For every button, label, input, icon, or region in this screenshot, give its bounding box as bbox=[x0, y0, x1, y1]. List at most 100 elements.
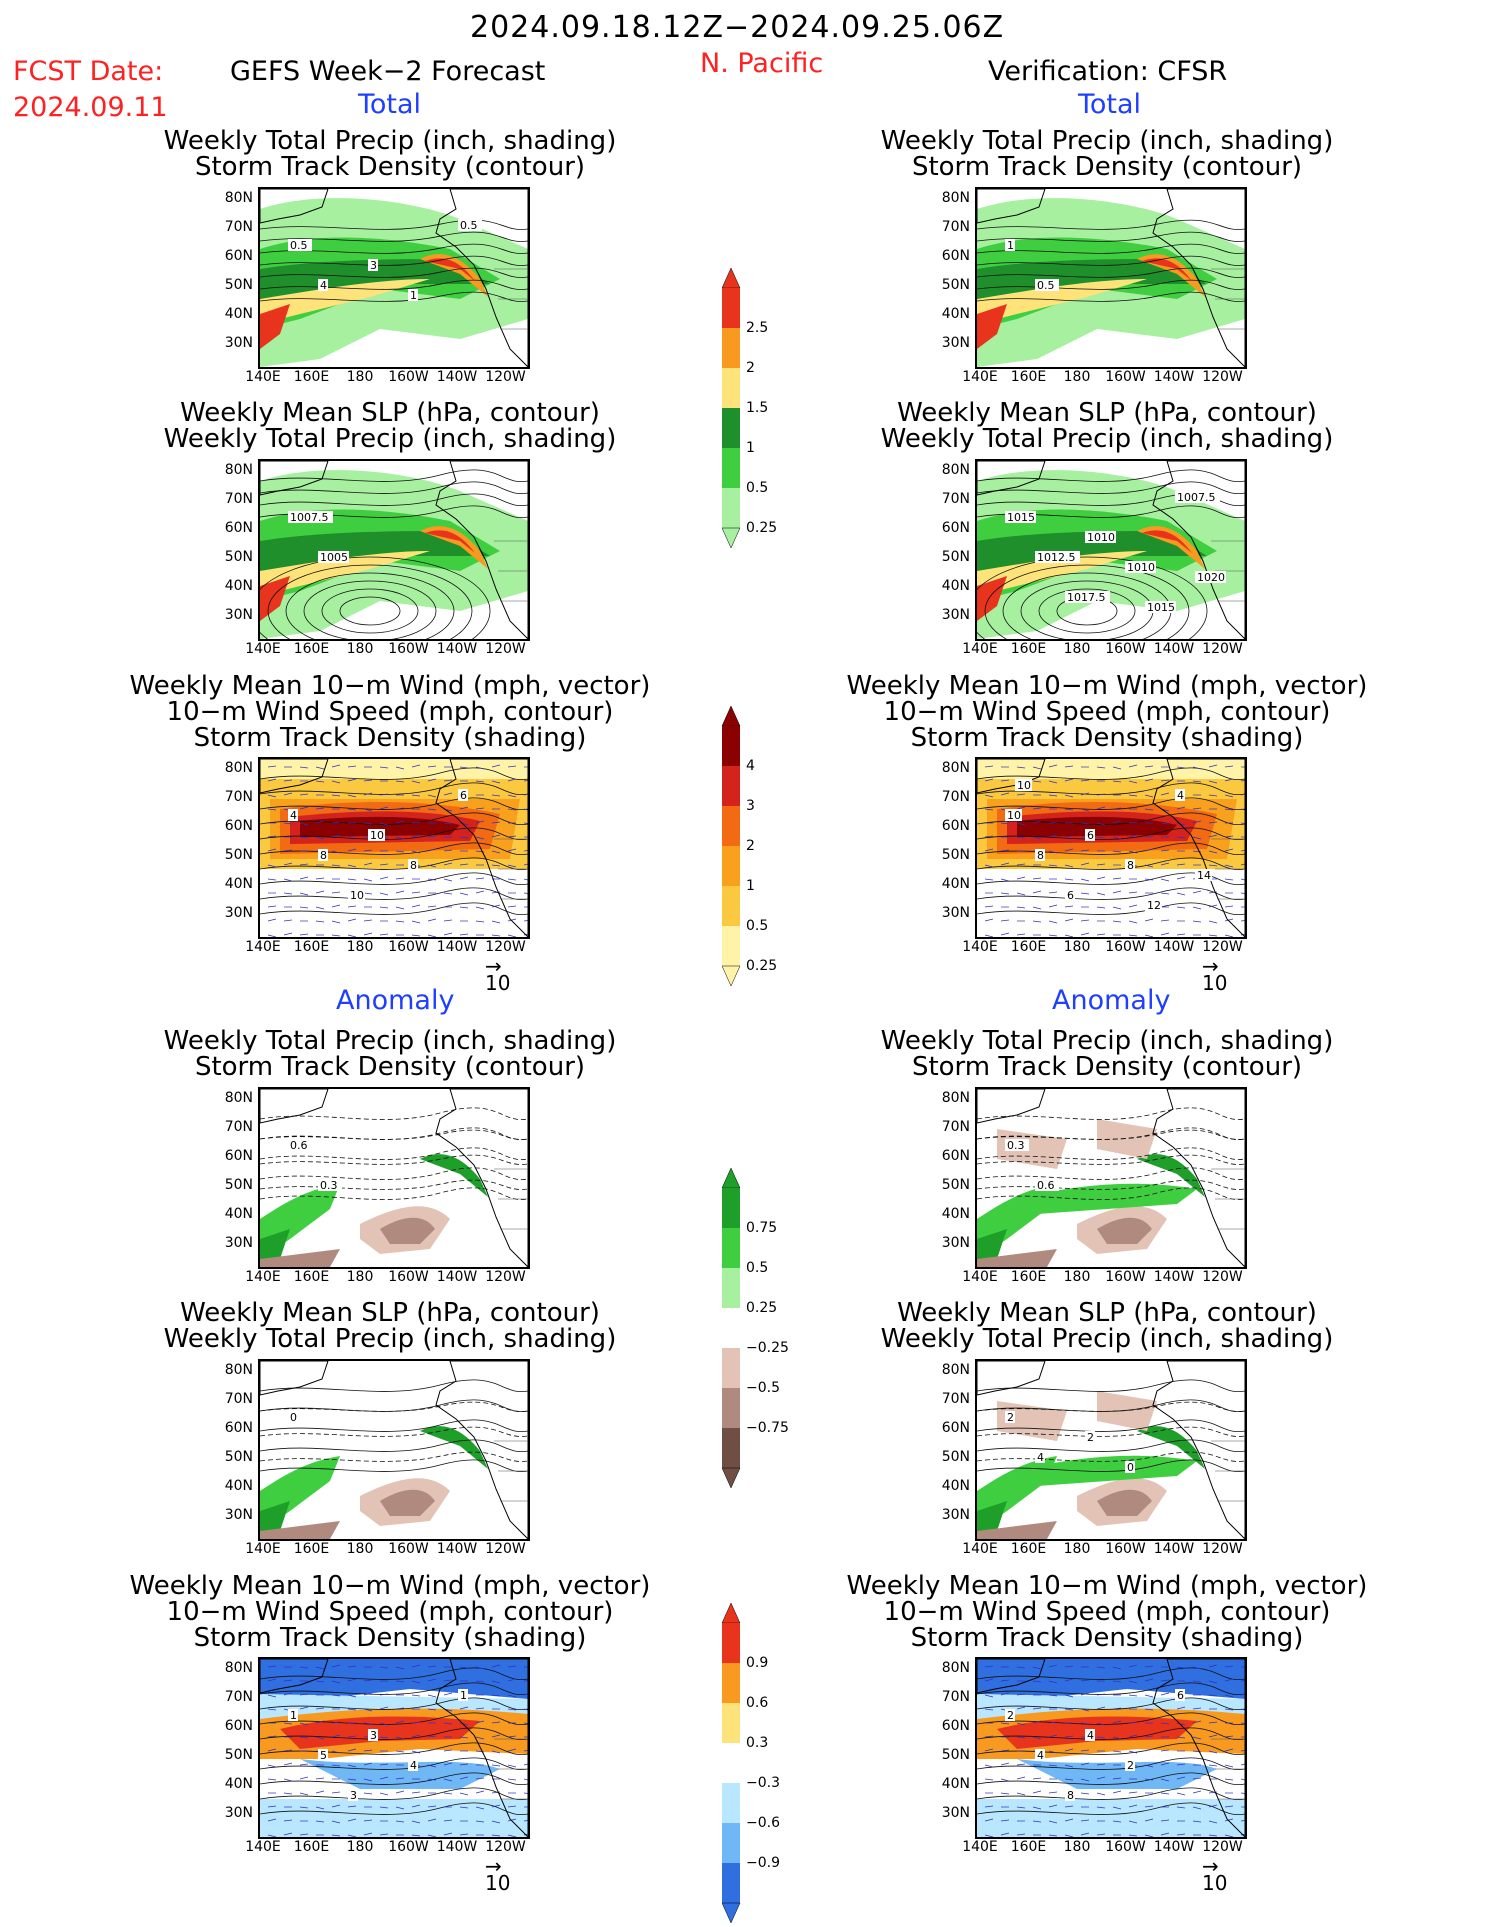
wind-vector bbox=[984, 1665, 994, 1668]
wind-vector bbox=[299, 892, 309, 896]
wind-vector bbox=[1048, 1791, 1058, 1794]
wind-vector bbox=[427, 778, 437, 782]
map-panel-r4: 0.3 0.6 bbox=[975, 1087, 1247, 1269]
wind-vector bbox=[267, 1805, 277, 1808]
state-borders bbox=[1211, 838, 1245, 900]
wind-vector bbox=[491, 1664, 501, 1668]
wind-vector bbox=[1112, 920, 1122, 923]
shaded-region bbox=[977, 1249, 1057, 1267]
wind-vector bbox=[347, 794, 357, 798]
coastline-asia bbox=[977, 461, 1046, 496]
contour-label: 2 bbox=[1127, 1759, 1134, 1772]
wind-vector bbox=[984, 848, 994, 852]
wind-vector bbox=[984, 1735, 994, 1738]
wind-vector bbox=[1240, 878, 1245, 881]
wind-vector bbox=[395, 850, 405, 853]
wind-vector bbox=[443, 1679, 453, 1682]
contour-label-bg bbox=[1035, 1179, 1059, 1191]
wind-vector bbox=[1064, 1694, 1074, 1698]
wind-vector bbox=[1112, 906, 1122, 910]
wind-vector bbox=[267, 1735, 277, 1738]
contour-label: 10 bbox=[370, 829, 384, 842]
wind-vector bbox=[1016, 836, 1026, 839]
wind-vector bbox=[1192, 1720, 1202, 1724]
state-borders bbox=[494, 1440, 528, 1502]
wind-vector bbox=[1032, 906, 1042, 910]
colorbar-segment bbox=[722, 1823, 740, 1863]
isobar bbox=[260, 556, 491, 639]
wind-vector bbox=[1016, 1722, 1026, 1726]
coastline-asia bbox=[260, 1659, 329, 1694]
contour-label: 1015 bbox=[1007, 511, 1035, 524]
wind-vector bbox=[1144, 934, 1154, 937]
wind-vector bbox=[315, 1777, 325, 1780]
contour-line bbox=[260, 493, 528, 507]
wind-vector bbox=[1096, 766, 1106, 769]
wind-vector bbox=[984, 1764, 994, 1768]
wind-vector bbox=[267, 794, 277, 798]
shaded-region bbox=[420, 526, 488, 569]
lon-tick-label: 180 bbox=[1063, 369, 1091, 385]
contour-label: 1 bbox=[410, 289, 417, 302]
wind-vector bbox=[1080, 849, 1090, 852]
wind-vector bbox=[523, 1722, 528, 1724]
wind-vector bbox=[347, 778, 357, 782]
wind-vector bbox=[1096, 1666, 1106, 1669]
coastline-north-america bbox=[1152, 189, 1245, 367]
wind-vector bbox=[379, 933, 389, 936]
contour-label: 8 bbox=[320, 849, 327, 862]
wind-vector bbox=[395, 1720, 405, 1724]
wind-vector bbox=[1208, 850, 1218, 854]
wind-vector bbox=[1128, 1721, 1138, 1724]
title-r6: Weekly Mean 10−m Wind (mph, vector) 10−m … bbox=[846, 1571, 1368, 1653]
lat-tick-label: 60N bbox=[941, 1148, 970, 1164]
wind-vector bbox=[1032, 1720, 1042, 1724]
contour-line bbox=[977, 887, 1245, 901]
wind-vector bbox=[411, 834, 421, 838]
contour-label-bg bbox=[288, 1411, 298, 1423]
contour-line bbox=[260, 231, 528, 242]
colorbar-segment bbox=[722, 1268, 740, 1308]
contour-label-bg bbox=[318, 1749, 328, 1761]
contour-line bbox=[977, 1802, 1245, 1816]
colorbar-segment bbox=[722, 1308, 740, 1348]
colorbar-label: 0.5 bbox=[746, 480, 768, 496]
wind-vector bbox=[984, 905, 994, 908]
wind-vector bbox=[1144, 1818, 1154, 1822]
map-panel-r1: 1 0.5 bbox=[975, 187, 1247, 369]
shaded-region bbox=[1097, 1119, 1157, 1159]
wind-vector bbox=[1208, 920, 1218, 924]
contour-label: 0.6 bbox=[1037, 1179, 1055, 1192]
wind-vector bbox=[411, 1791, 421, 1794]
wind-vector bbox=[443, 919, 453, 922]
wind-vector bbox=[1064, 864, 1074, 868]
wind-vector bbox=[507, 1694, 517, 1698]
contour-line bbox=[260, 812, 528, 826]
wind-vector bbox=[283, 1722, 293, 1725]
wind-vector bbox=[1208, 1834, 1218, 1837]
contour-label: 4 bbox=[290, 809, 297, 822]
wind-vector bbox=[1128, 764, 1138, 768]
coastline-north-america bbox=[435, 1089, 528, 1267]
colorbar-label: 0.3 bbox=[746, 1735, 768, 1751]
contour-label: 1005 bbox=[320, 551, 348, 564]
wind-vector bbox=[1176, 836, 1186, 839]
contour-line bbox=[260, 291, 528, 302]
lat-tick-label: 80N bbox=[224, 1660, 253, 1676]
lon-tick-label: 160E bbox=[1010, 641, 1047, 657]
colorbar-arrow-bottom bbox=[721, 965, 741, 987]
wind-vector bbox=[475, 807, 485, 810]
wind-vector bbox=[347, 1748, 357, 1752]
wind-vector bbox=[475, 820, 485, 824]
wind-vector bbox=[1048, 1734, 1058, 1738]
wind-vector bbox=[1032, 1790, 1042, 1794]
wind-vector bbox=[331, 764, 341, 768]
contour-line bbox=[260, 1147, 528, 1161]
coastline-north-america bbox=[1152, 759, 1245, 937]
wind-vector bbox=[1000, 1679, 1010, 1682]
wind-vector bbox=[443, 822, 453, 825]
shaded-region bbox=[1097, 1391, 1157, 1431]
wind-vector bbox=[459, 1722, 469, 1726]
wind-vector bbox=[347, 1764, 357, 1768]
contour-line bbox=[260, 1426, 528, 1437]
